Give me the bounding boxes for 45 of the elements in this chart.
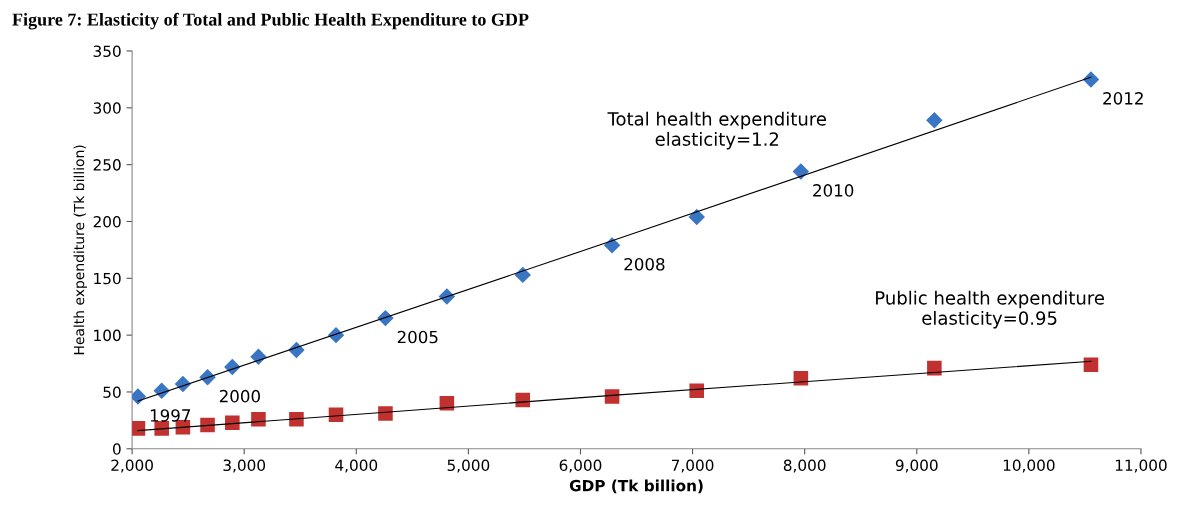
x-tick-label: 9,000: [895, 459, 938, 473]
x-axis-title: GDP (Tk billion): [569, 479, 703, 494]
annotation: 2010: [813, 184, 854, 197]
x-tick-label: 11,000: [1115, 459, 1167, 473]
point: [1083, 357, 1099, 372]
point: [132, 388, 147, 405]
point: [378, 406, 393, 421]
x-tick-label: 7,000: [671, 459, 714, 473]
y-tick-label: 250: [93, 159, 121, 171]
y-tick-label: 100: [94, 329, 121, 342]
y-axis-title: Health expenditure (Tk billion): [73, 145, 87, 355]
point: [793, 371, 809, 386]
x-tick-label: 5,000: [447, 459, 490, 473]
point: [225, 415, 240, 430]
point: [132, 421, 146, 436]
x-tick-label: 2,000: [111, 459, 153, 473]
y-tick-label: 0: [112, 443, 121, 455]
point: [604, 389, 620, 404]
chart-title: Figure 7: Elasticity of Total and Public Health Expenditure to GDP: [12, 12, 529, 30]
point: [154, 421, 169, 436]
x-tick-label: 3,000: [223, 459, 266, 473]
point: [926, 112, 943, 129]
y-tick-label: 300: [93, 102, 121, 114]
y-tick-label: 200: [93, 215, 121, 228]
annotation: 2012: [1103, 92, 1143, 105]
annotation: Public health expenditure elasticity=0.95: [876, 290, 1105, 329]
annotation: 2000: [219, 389, 260, 403]
annotation: 2008: [624, 257, 665, 271]
annotation: Total health expenditure elasticity=1.2: [607, 111, 826, 150]
point: [439, 396, 455, 411]
annotation: 1997: [150, 409, 191, 422]
y-tick-label: 50: [103, 386, 121, 398]
point: [251, 411, 266, 427]
x-tick-label: 8,000: [783, 459, 826, 473]
y-tick-label: 150: [94, 272, 121, 285]
point: [688, 208, 705, 226]
x-tick-label: 6,000: [559, 459, 602, 473]
x-tick-label: 4,000: [335, 459, 378, 473]
point: [328, 407, 344, 422]
point: [250, 348, 267, 365]
point: [289, 411, 304, 427]
y-tick-label: 350: [93, 45, 121, 58]
annotation: 2005: [397, 330, 438, 344]
x-tick-label: 10,000: [1003, 459, 1055, 473]
point: [515, 392, 531, 408]
